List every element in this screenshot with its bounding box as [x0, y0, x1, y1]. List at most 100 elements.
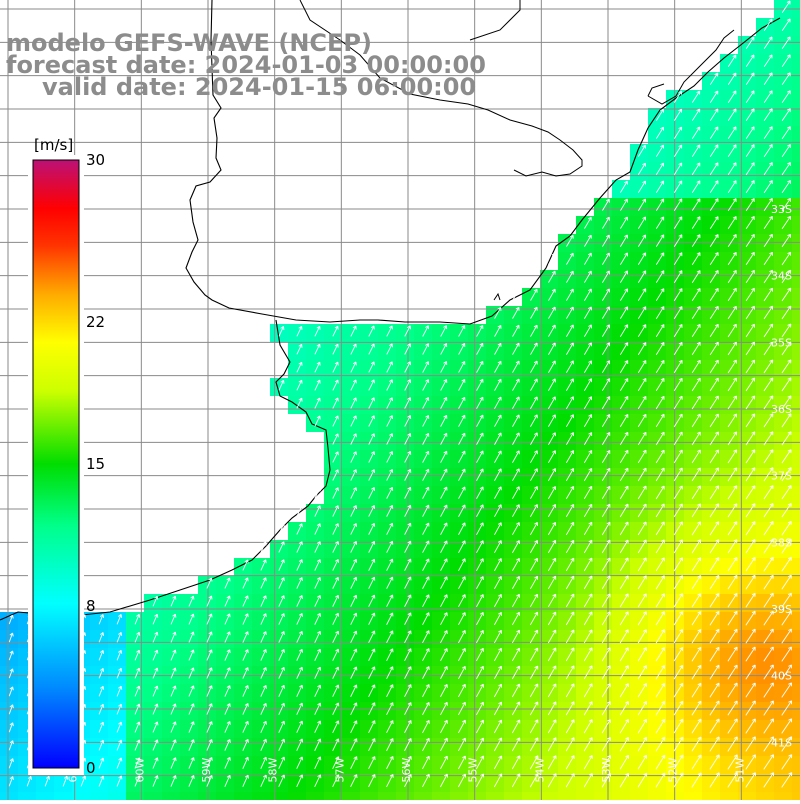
wind-arrow — [314, 541, 321, 553]
wind-arrow — [476, 558, 484, 572]
lat-label: 38S — [771, 536, 792, 549]
wind-arrow — [530, 288, 538, 301]
speed-cell — [270, 738, 288, 756]
wind-arrow — [727, 718, 738, 734]
speed-cell — [684, 702, 702, 720]
wind-arrow — [673, 449, 683, 464]
wind-arrow — [529, 611, 539, 626]
wind-arrow — [386, 325, 393, 337]
wind-arrow — [332, 379, 339, 391]
wind-arrow — [727, 628, 738, 644]
speed-cell — [702, 324, 720, 342]
speed-cell — [594, 702, 612, 720]
coast-small-bump — [493, 292, 501, 301]
speed-cell — [306, 774, 324, 792]
wind-arrow — [565, 468, 575, 482]
speed-cell — [378, 324, 396, 342]
speed-cell — [360, 468, 378, 486]
speed-cell — [90, 648, 108, 666]
speed-cell — [414, 468, 432, 486]
speed-cell — [18, 792, 36, 804]
speed-cell — [342, 684, 360, 702]
wind-arrow — [332, 415, 339, 427]
wind-arrow — [727, 521, 738, 536]
wind-arrow — [8, 632, 14, 643]
wind-arrow — [619, 647, 629, 662]
speed-cell — [288, 684, 306, 702]
wind-arrow — [619, 629, 629, 644]
speed-cell — [90, 738, 108, 756]
wind-arrow — [386, 666, 394, 679]
wind-arrow — [745, 736, 756, 752]
wind-arrow — [296, 612, 303, 625]
wind-arrow — [206, 631, 213, 643]
speed-cell — [648, 612, 666, 630]
speed-cell — [288, 522, 306, 540]
wind-arrow — [511, 773, 521, 788]
wind-arrow — [530, 324, 538, 337]
speed-cell — [432, 594, 450, 612]
wind-arrow — [440, 432, 448, 445]
speed-cell — [324, 666, 342, 684]
speed-cell — [360, 360, 378, 378]
wind-arrow — [494, 611, 502, 626]
wind-arrow — [709, 718, 720, 734]
wind-arrow — [134, 613, 141, 625]
wind-arrow — [745, 323, 755, 338]
wind-arrow — [583, 521, 593, 536]
wind-arrow — [332, 343, 339, 355]
speed-cell — [252, 756, 270, 774]
wind-arrow — [332, 774, 340, 788]
wind-arrow — [260, 559, 267, 571]
speed-cell — [288, 720, 306, 738]
speed-cell — [576, 504, 594, 522]
wind-arrow — [691, 503, 701, 518]
speed-cell — [306, 558, 324, 576]
wind-arrow — [476, 522, 484, 536]
speed-cell — [684, 198, 702, 216]
wind-arrow — [637, 180, 646, 193]
wind-arrow — [206, 739, 213, 751]
speed-cell — [432, 612, 450, 630]
wind-arrow — [314, 577, 321, 589]
wind-arrow — [691, 557, 702, 572]
wind-arrow — [619, 557, 629, 572]
wind-arrow — [691, 216, 701, 230]
wind-arrow — [476, 594, 484, 608]
wind-arrow — [745, 269, 755, 284]
speed-cell — [342, 486, 360, 504]
speed-cell — [648, 378, 666, 396]
wind-arrow — [745, 610, 756, 626]
wind-arrow — [655, 180, 665, 193]
wind-arrow — [332, 361, 339, 373]
wind-arrow — [529, 719, 539, 734]
wind-arrow — [188, 667, 195, 679]
speed-cell — [432, 324, 450, 342]
speed-cell — [702, 558, 720, 576]
wind-arrow — [583, 539, 593, 554]
wind-arrow — [619, 270, 628, 283]
wind-arrow — [709, 431, 719, 446]
speed-cell — [270, 612, 288, 630]
wind-arrow — [763, 36, 773, 49]
wind-arrow — [601, 306, 610, 319]
wind-arrow — [565, 503, 575, 518]
speed-cell — [90, 630, 108, 648]
speed-cell — [558, 720, 576, 738]
wind-arrow — [512, 504, 520, 518]
wind-arrow — [529, 683, 539, 698]
speed-cell — [684, 234, 702, 252]
wind-arrow — [404, 450, 412, 463]
wind-arrow — [709, 72, 719, 85]
wind-arrow — [224, 577, 231, 589]
speed-cell — [360, 450, 378, 468]
speed-cell — [432, 648, 450, 666]
wind-arrow — [673, 503, 683, 518]
lon-label: 56W — [400, 757, 413, 782]
wind-arrow — [404, 361, 412, 373]
speed-cell — [702, 468, 720, 486]
speed-cell — [738, 792, 756, 804]
wind-arrow — [422, 576, 430, 589]
speed-cell — [324, 432, 342, 450]
speed-cell — [702, 648, 720, 666]
